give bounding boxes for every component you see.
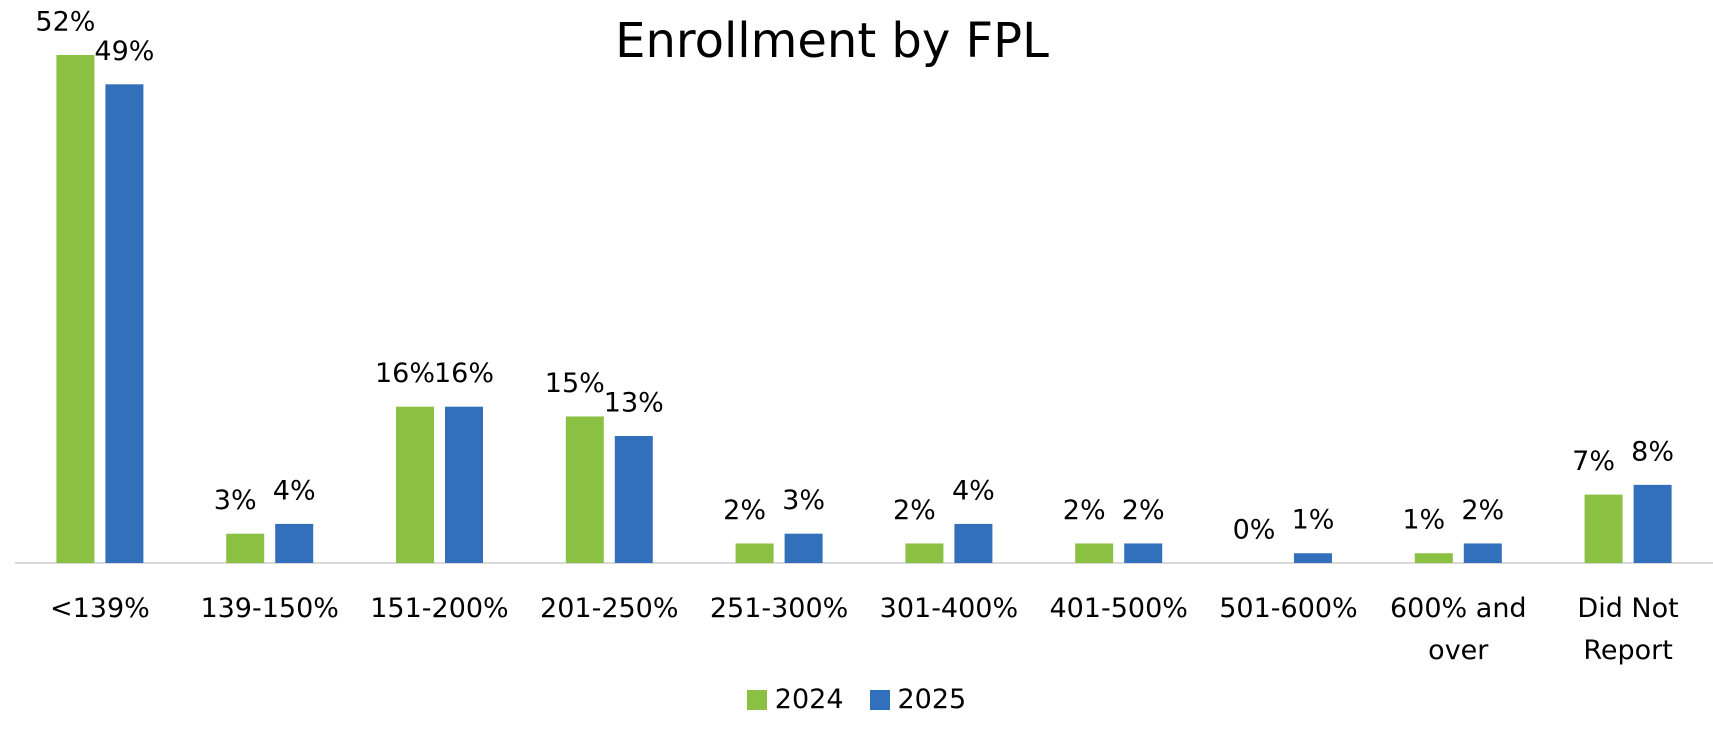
x-tick-label: 501-600% <box>1219 593 1358 624</box>
bar <box>1633 484 1672 563</box>
bar <box>905 543 944 563</box>
bar <box>1414 553 1453 563</box>
x-tick-label: 401-500% <box>1049 593 1188 624</box>
legend-item: 2024 <box>746 684 844 715</box>
data-label: 2% <box>1122 495 1165 526</box>
bar <box>735 543 774 563</box>
x-tick-label: 600% and over <box>1390 593 1527 666</box>
x-tick-label: <139% <box>49 593 150 624</box>
data-label: 13% <box>604 388 664 419</box>
legend-swatch <box>869 689 890 710</box>
bar <box>105 84 144 564</box>
x-tick-label: 139-150% <box>200 593 339 624</box>
bar <box>1075 543 1114 563</box>
x-tick-label: 251-300% <box>709 593 849 624</box>
bar <box>1294 553 1332 563</box>
data-label: 2% <box>723 495 766 526</box>
x-tick-label: 301-400% <box>879 593 1019 624</box>
x-tick-label: 201-250% <box>540 593 679 624</box>
data-label: 4% <box>273 475 316 506</box>
legend-label: 2025 <box>897 684 967 715</box>
data-label: 16% <box>375 358 435 389</box>
bar <box>56 55 95 563</box>
data-label: 3% <box>214 485 257 516</box>
data-label: 16% <box>434 358 494 389</box>
data-label: 1% <box>1292 505 1335 536</box>
data-label: 49% <box>94 36 154 67</box>
data-label: 7% <box>1572 446 1615 477</box>
data-label: 3% <box>782 485 825 516</box>
data-label: 1% <box>1402 505 1445 536</box>
data-label: 8% <box>1631 436 1674 467</box>
bar <box>1584 494 1623 563</box>
x-tick-label: 151-200% <box>370 593 509 624</box>
x-tick-label: Did Not Report <box>1577 593 1679 666</box>
bar <box>614 436 653 563</box>
chart-title: Enrollment by FPL <box>615 13 1049 69</box>
bar <box>954 523 993 563</box>
legend-item: 2025 <box>869 684 967 715</box>
data-label: 15% <box>545 368 605 399</box>
bar <box>226 533 265 563</box>
data-label: 2% <box>1063 495 1106 526</box>
bar <box>565 416 604 563</box>
data-label: 2% <box>1461 495 1504 526</box>
bar <box>1463 543 1502 563</box>
legend-label: 2024 <box>774 684 844 715</box>
bar <box>396 406 434 563</box>
data-label: 52% <box>35 7 95 38</box>
bar <box>1124 543 1163 563</box>
bar <box>445 406 483 563</box>
data-label: 2% <box>893 495 936 526</box>
data-label: 0% <box>1233 515 1276 546</box>
data-label: 4% <box>952 475 995 506</box>
legend-swatch <box>746 689 767 710</box>
legend: 2024 2025 <box>0 684 1713 715</box>
bar <box>784 533 823 563</box>
bar <box>275 523 314 563</box>
